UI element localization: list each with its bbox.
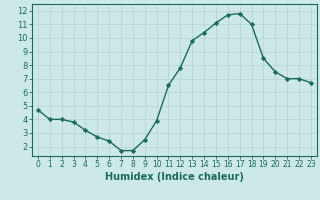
X-axis label: Humidex (Indice chaleur): Humidex (Indice chaleur) [105, 172, 244, 182]
